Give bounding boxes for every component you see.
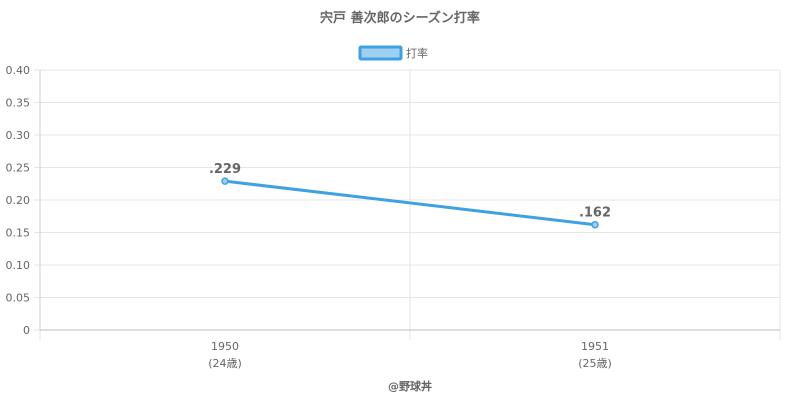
y-tick-label: 0.05 [6,292,31,305]
legend-swatch [358,45,403,61]
chart-title: 宍戸 善次郎のシーズン打率 [320,10,480,26]
x-tick-label: 1951 [581,340,609,353]
data-point [221,177,229,185]
data-labels: .229 .162 [209,162,611,221]
y-tick-label: 0.15 [6,227,31,240]
data-label: .162 [579,206,611,221]
y-tick-label: 0.30 [6,129,31,142]
axes: 0 0.05 0.10 0.15 0.20 0.25 0.30 0.35 0.40 1950 (24… [6,64,780,370]
data-point [591,220,599,229]
y-tick-label: 0.35 [6,97,31,110]
y-tick-label: 0.25 [6,162,31,175]
grid [39,69,781,340]
legend-label: 打率 [406,46,428,60]
data-label: .229 [209,162,241,177]
y-tick-label: 0.10 [6,259,31,272]
x-tick-sublabel: (24歳) [208,357,242,370]
y-tick-label: 0.20 [6,194,31,207]
series [221,177,599,229]
x-tick-label: 1950 [211,340,239,353]
x-tick-sublabel: (25歳) [578,357,612,370]
legend[interactable]: 打率 [358,45,428,61]
series-line [223,179,597,227]
credit-text: @野球丼 [388,379,432,393]
y-tick-label: 0 [23,324,30,337]
y-tick-label: 0.40 [6,64,31,77]
